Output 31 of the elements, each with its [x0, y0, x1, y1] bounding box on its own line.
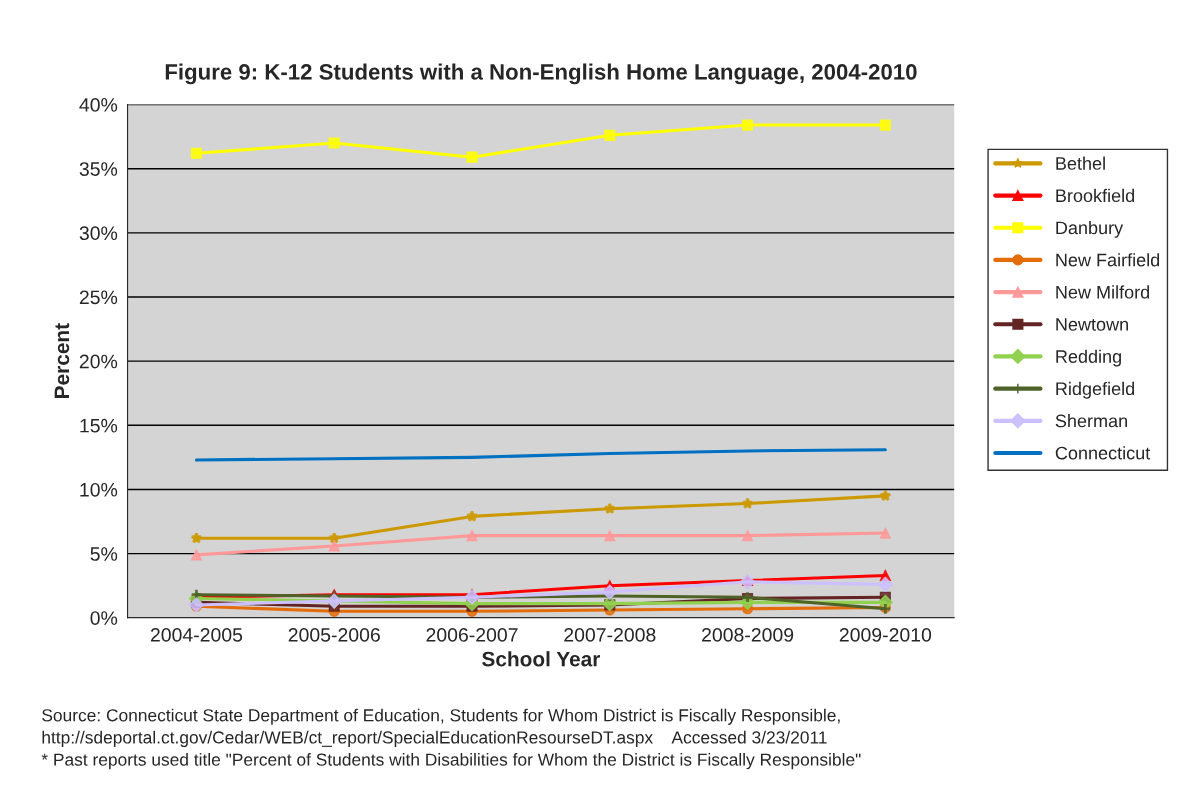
legend-label: Redding [1056, 349, 1121, 367]
legend-label: New Fairfield [1056, 253, 1160, 267]
text: * Past reports used title "Percent of Students with Disabilities for Whom the District is Fiscally Responsible" [41, 753, 861, 770]
y-tick-label: 20% [79, 354, 118, 369]
chart-title: Figure 9: K-12 Students with a Non-English Home Language, 2004-2010 [165, 63, 917, 85]
y-tick-label: 30% [79, 226, 118, 241]
x-tick-label: 2004-2005 [150, 628, 243, 642]
x-tick-label: 2007-2008 [564, 628, 656, 642]
y-tick-label: 35% [79, 162, 118, 176]
legend-label: Brookfield [1056, 188, 1135, 203]
y-tick-label: 10% [80, 482, 118, 497]
text: http://sdeportal.ct.gov/Cedar/WEB/ct_report/SpecialEducationResourseDT.aspx Accessed 3/23/2011 [42, 730, 827, 748]
x-tick-label: 2005-2006 [288, 628, 380, 642]
y-tick-label: 15% [80, 418, 118, 433]
legend-label: Connecticut [1055, 446, 1151, 460]
x-tick-label: 2009-2010 [839, 628, 932, 642]
y-tick-label: 0% [90, 611, 118, 625]
source-note: Source: Connecticut State Department of Education, Students for Whom District is Fiscally Responsible, [42, 708, 840, 725]
x-tick-label: 2008-2009 [702, 628, 794, 642]
legend-label: Ridgefield [1056, 381, 1135, 399]
y-tick-label: 40% [79, 98, 118, 112]
legend-label: Bethel [1056, 156, 1105, 170]
x-tick-label: 2006-2007 [426, 628, 518, 642]
y-tick-label: 5% [90, 547, 118, 561]
y-tick-label: 25% [79, 290, 118, 305]
legend-label: Newtown [1056, 318, 1128, 331]
y-axis-title: Percent [54, 323, 70, 398]
x-axis-title: School Year [482, 651, 601, 667]
legend-label: Sherman [1055, 414, 1127, 428]
legend-label: New Milford [1056, 285, 1150, 299]
legend-label: Danbury [1056, 220, 1124, 238]
